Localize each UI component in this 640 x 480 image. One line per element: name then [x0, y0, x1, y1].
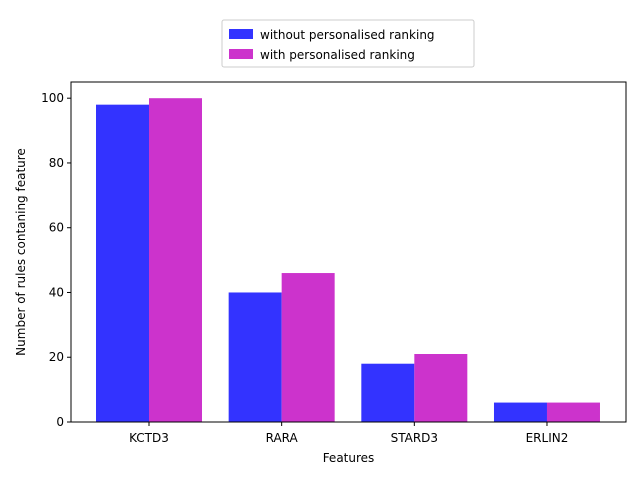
bar-stard3-series-1 [361, 363, 415, 422]
x-tick-label: RARA [266, 431, 299, 445]
bar-rara-series-2 [281, 273, 335, 422]
y-axis-ticks: 0 20 40 60 80 100 [41, 91, 71, 429]
y-tick-label: 20 [49, 350, 64, 364]
legend: without personalised ranking with persona… [221, 19, 475, 68]
y-tick-label: 40 [49, 285, 64, 299]
legend-swatch [229, 49, 253, 59]
legend-label: without personalised ranking [260, 28, 435, 42]
plot-bars [96, 98, 600, 423]
bar-kctd3-series-1 [96, 104, 149, 423]
y-axis-label: Number of rules contaning feature [14, 148, 28, 356]
x-axis-label: Features [323, 451, 375, 465]
legend-items: without personalised ranking with persona… [229, 28, 435, 62]
y-tick-label: 80 [49, 156, 64, 170]
x-tick-label: STARD3 [391, 431, 438, 445]
legend-box [221, 19, 475, 68]
bar-erlin2-series-2 [546, 402, 600, 422]
legend-swatch [229, 29, 253, 39]
y-tick-label: 0 [56, 415, 64, 429]
bar-stard3-series-2 [414, 354, 468, 422]
bar-kctd3-series-2 [149, 98, 202, 422]
bar-rara-series-1 [228, 292, 282, 422]
legend-label: with personalised ranking [260, 48, 415, 62]
y-tick-label: 60 [49, 221, 64, 235]
y-tick-label: 100 [41, 91, 64, 105]
x-axis-ticks: KCTD3 RARA STARD3 ERLIN2 [129, 422, 568, 445]
x-tick-label: KCTD3 [129, 431, 169, 445]
x-tick-label: ERLIN2 [526, 431, 569, 445]
bar-erlin2-series-1 [493, 402, 547, 422]
axes-frame [70, 81, 627, 423]
